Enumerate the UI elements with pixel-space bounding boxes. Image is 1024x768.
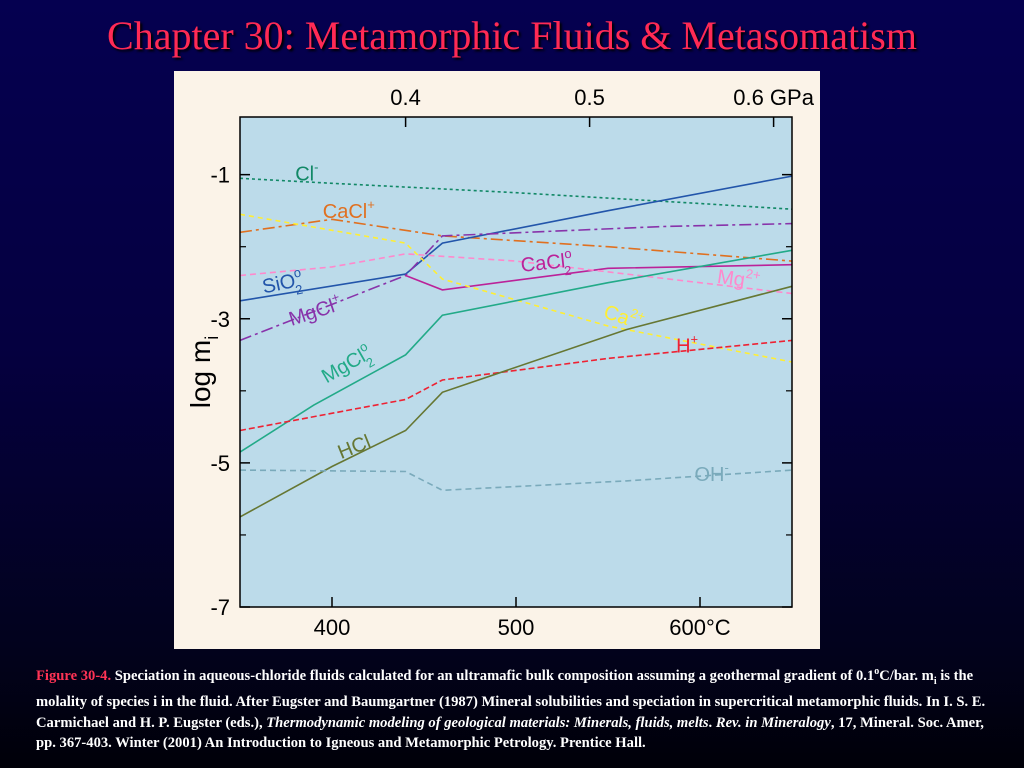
caption-text-3: is the molality of species i in the flui… [36,667,986,731]
series-label-1: Cl- [295,159,318,185]
series-line-10 [239,285,793,518]
figure-reference: Figure 30-4. [36,667,112,684]
y-tick-label-2: -3 [210,307,230,332]
y-tick-label-3: -5 [210,451,230,476]
series-label-6: Mg2+ [716,262,762,294]
y-tick-label-4: -7 [210,595,230,620]
series-line-4 [239,222,793,342]
series-label-11: OH- [694,460,728,486]
series-label-5: CaClo2 [519,246,574,283]
top-tick-label-2: 0.5 [574,85,605,110]
series-line-11 [239,469,793,492]
series-line-9 [239,339,793,432]
top-tick-label-3: 0.6 GPa [733,85,814,110]
figure-panel: 400 500 600°C 0.4 0.5 0.6 GPa -1 -3 -5 -7 log mi Cl… [174,71,820,649]
series-line-2 [239,218,793,262]
y-tick-label-1: -1 [210,163,230,188]
top-tick-label-1: 0.4 [390,85,421,110]
x-tick-label-500: 500 [498,615,535,640]
y-axis-label: log mi [185,336,222,408]
series-label-9: H+ [676,332,698,358]
series-line-7 [239,213,793,363]
caption-sub-i: i [933,675,937,687]
caption-text-4: . [708,714,716,731]
caption-text-5: , 17, Mineral. Soc. Amer, pp. 367-403. W… [36,714,984,752]
series-label-2: CaCl+ [323,197,375,223]
caption-degree: o [874,666,880,677]
plot-area [240,117,792,607]
figure-caption: Figure 30-4. Speciation in aqueous-chlor… [36,662,996,754]
caption-text-1: Speciation in aqueous-chloride fluids ca… [111,667,875,684]
slide-title: Chapter 30: Metamorphic Fluids & Metasom… [107,13,917,58]
series-line-3 [239,175,793,302]
x-tick-label-600: 600°C [669,615,731,640]
series-line-8 [239,249,793,453]
caption-text-2: C/bar. m [879,667,934,684]
caption-italic-title: Thermodynamic modeling of geological mat… [266,714,709,731]
series-line-6 [239,253,793,295]
x-tick-label-400: 400 [314,615,351,640]
series-line-1 [239,177,793,210]
caption-italic-journal: Rev. in Mineralogy [715,714,831,731]
speciation-chart: 400 500 600°C 0.4 0.5 0.6 GPa -1 -3 -5 -7 log mi Cl… [185,85,815,640]
